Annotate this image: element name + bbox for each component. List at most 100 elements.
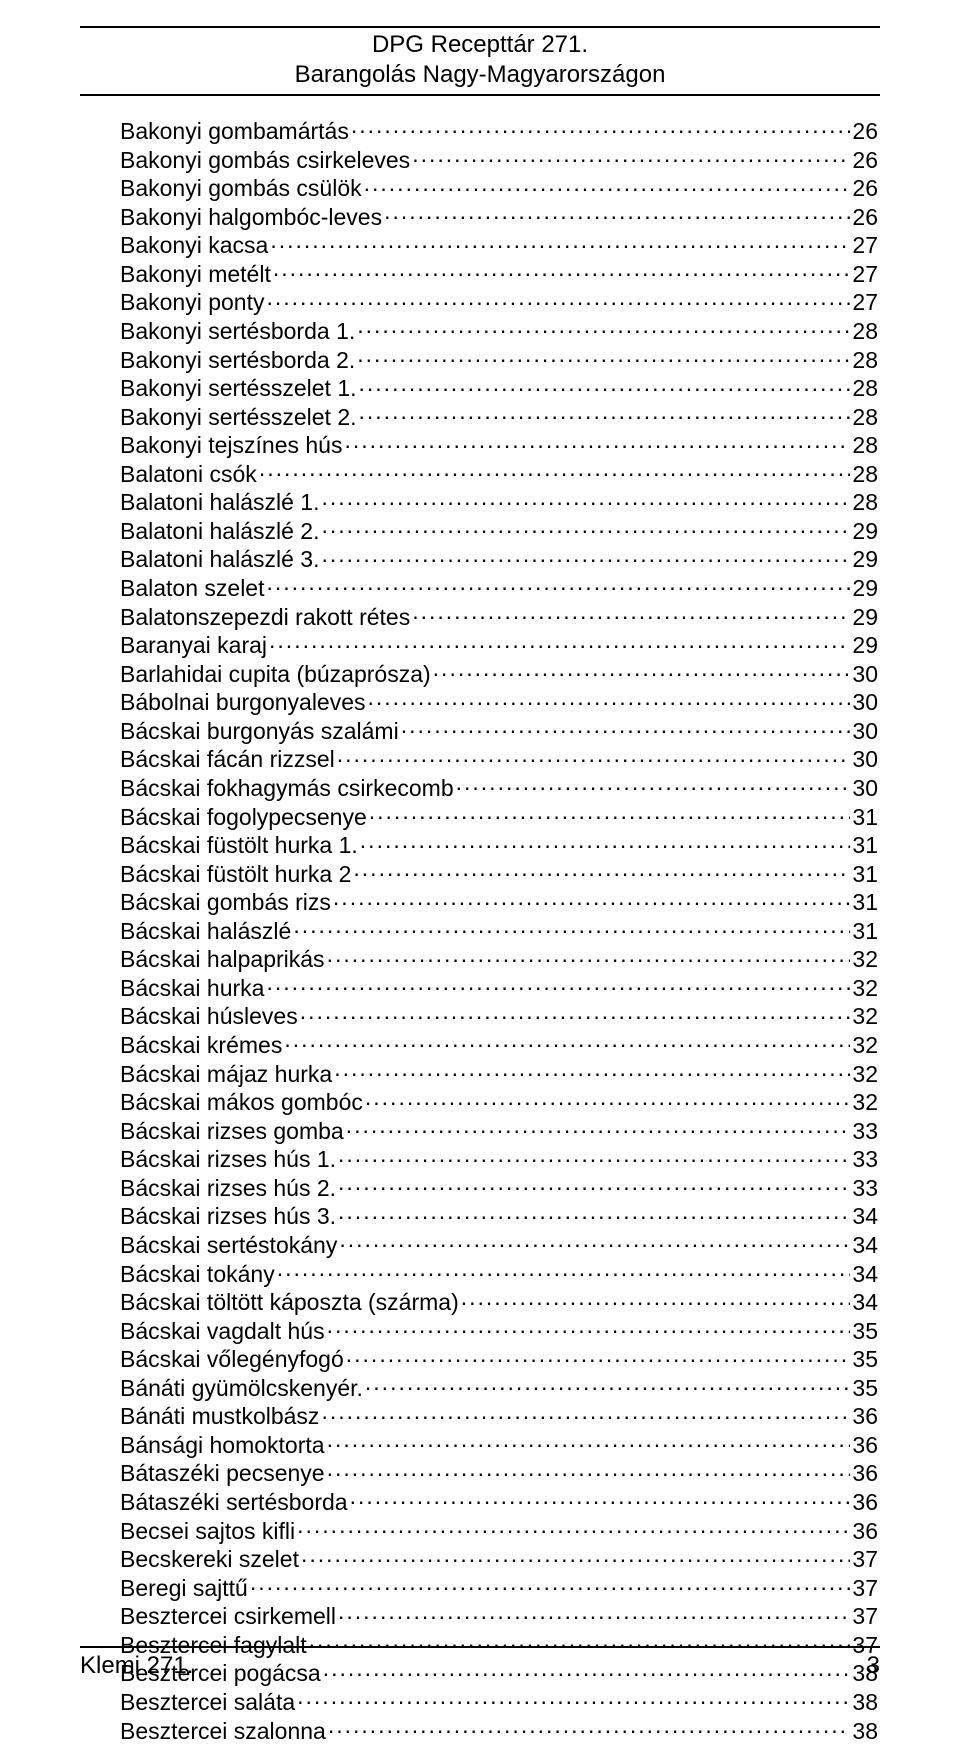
toc-page-number: 36 [852,1518,878,1545]
toc-page-number: 29 [852,604,878,631]
toc-dot-leader [259,459,851,482]
toc-page-number: 28 [852,461,878,488]
toc-row: Bakonyi gombamártás 26 [120,116,878,145]
toc-page-number: 33 [852,1146,878,1173]
toc-row: Balatoni halászlé 1. 28 [120,487,878,516]
toc-title: Bácskai füstölt hurka 1. [120,832,358,859]
toc-title: Balaton szelet [120,575,264,602]
toc-row: Balatoni halászlé 2. 29 [120,516,878,545]
toc-title: Bácskai májaz hurka [120,1061,332,1088]
toc-page-number: 35 [852,1375,878,1402]
toc-title: Bácskai hurka [120,975,264,1002]
toc-row: Bakonyi sertésborda 2. 28 [120,345,878,374]
toc-row: Bácskai krémes 32 [120,1030,878,1059]
toc-row: Bácskai rizses hús 3. 34 [120,1201,878,1230]
toc-dot-leader [357,345,850,368]
toc-dot-leader [266,287,850,310]
toc-title: Balatoni halászlé 1. [120,489,319,516]
toc-page-number: 29 [852,632,878,659]
table-of-contents: Bakonyi gombamártás 26Bakonyi gombás csi… [120,116,878,1744]
toc-page-number: 33 [852,1175,878,1202]
toc-page-number: 26 [852,147,878,174]
toc-row: Bácskai mákos gombóc 32 [120,1087,878,1116]
toc-row: Bakonyi sertésszelet 2. 28 [120,402,878,431]
toc-dot-leader [321,1401,850,1424]
toc-row: Bácskai fácán rizzsel 30 [120,744,878,773]
toc-row: Balatonszepezdi rakott rétes 29 [120,602,878,631]
toc-title: Besztercei csirkemell [120,1603,336,1630]
toc-row: Bakonyi ponty 27 [120,287,878,316]
toc-page-number: 34 [852,1261,878,1288]
toc-dot-leader [353,859,850,882]
toc-page-number: 28 [852,318,878,345]
toc-row: Bánáti mustkolbász 36 [120,1401,878,1430]
toc-dot-leader [270,230,850,253]
header-title-line2: Barangolás Nagy-Magyarországon [80,60,880,90]
toc-page-number: 34 [852,1289,878,1316]
toc-row: Bácskai fogolypecsenye 31 [120,802,878,831]
toc-title: Bácskai fokhagymás csirkecomb [120,775,454,802]
toc-dot-leader [333,887,850,910]
toc-dot-leader [327,1316,851,1339]
toc-page-number: 36 [852,1403,878,1430]
toc-page-number: 29 [852,518,878,545]
toc-title: Bácskai krémes [120,1032,282,1059]
toc-dot-leader [266,573,850,596]
toc-page-number: 37 [852,1603,878,1630]
toc-page-number: 28 [852,432,878,459]
toc-page-number: 34 [852,1203,878,1230]
toc-title: Balatoni halászlé 2. [120,518,319,545]
toc-dot-leader [297,1516,850,1539]
toc-title: Bácskai füstölt hurka 2 [120,861,351,888]
toc-dot-leader [321,487,850,510]
toc-dot-leader [364,173,851,196]
toc-row: Besztercei saláta 38 [120,1687,878,1716]
toc-dot-leader [359,373,851,396]
toc-title: Bátaszéki pecsenye [120,1460,325,1487]
toc-page-number: 32 [852,1003,878,1030]
toc-title: Bakonyi sertésborda 2. [120,347,355,374]
toc-dot-leader [351,116,851,139]
header-title-line1: DPG Recepttár 271. [80,30,880,60]
toc-page-number: 31 [852,804,878,831]
toc-row: Baranyai karaj 29 [120,630,878,659]
toc-page-number: 32 [852,1032,878,1059]
toc-row: Bakonyi sertésborda 1. 28 [120,316,878,345]
toc-dot-leader [384,202,850,225]
toc-title: Bácskai rizses hús 3. [120,1203,336,1230]
toc-row: Bácskai gombás rizs 31 [120,887,878,916]
toc-title: Balatonszepezdi rakott rétes [120,604,410,631]
toc-row: Balatoni halászlé 3. 29 [120,544,878,573]
toc-row: Bakonyi gombás csirkeleves 26 [120,145,878,174]
toc-dot-leader [337,744,851,767]
document-page: DPG Recepttár 271. Barangolás Nagy-Magya… [0,0,960,1710]
toc-title: Bábolnai burgonyaleves [120,689,366,716]
toc-title: Beregi sajttű [120,1575,248,1602]
toc-page-number: 33 [852,1118,878,1145]
toc-title: Bácskai gombás rizs [120,889,331,916]
toc-page-number: 30 [852,689,878,716]
toc-dot-leader [334,1059,850,1082]
toc-page-number: 36 [852,1460,878,1487]
toc-title: Bakonyi gombamártás [120,118,349,145]
toc-page-number: 26 [852,175,878,202]
toc-page-number: 31 [852,889,878,916]
toc-dot-leader [412,602,850,625]
toc-page-number: 36 [852,1432,878,1459]
toc-row: Bakonyi gombás csülök 26 [120,173,878,202]
toc-row: Bácskai vagdalt hús 35 [120,1316,878,1345]
toc-title: Bácskai húsleves [120,1003,298,1030]
toc-title: Balatoni csók [120,461,257,488]
toc-title: Bácskai rizses hús 2. [120,1175,336,1202]
toc-page-number: 31 [852,861,878,888]
toc-page-number: 31 [852,918,878,945]
toc-dot-leader [321,516,850,539]
toc-title: Baranyai karaj [120,632,267,659]
toc-row: Bácskai rizses hús 2. 33 [120,1173,878,1202]
toc-title: Bácskai vőlegényfogó [120,1346,344,1373]
toc-page-number: 32 [852,1089,878,1116]
toc-dot-leader [338,1601,850,1624]
toc-dot-leader [350,1487,851,1510]
toc-dot-leader [339,1230,850,1253]
toc-row: Bácskai füstölt hurka 2 31 [120,859,878,888]
